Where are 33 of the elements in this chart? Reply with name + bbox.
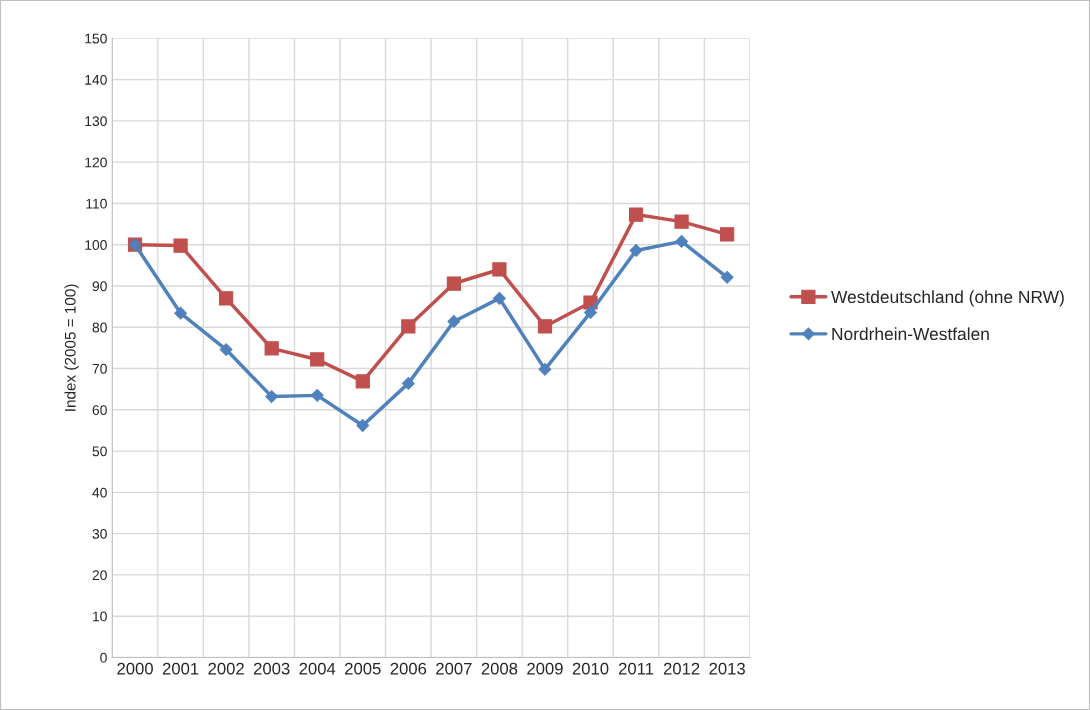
y-tick-label: 110 bbox=[86, 198, 107, 209]
y-tick-label: 30 bbox=[92, 528, 107, 539]
y-tick-label: 50 bbox=[92, 446, 107, 457]
x-tick-label: 2000 bbox=[117, 662, 153, 675]
y-axis-title: Index (2005 = 100) bbox=[64, 284, 79, 411]
y-tick-label: 120 bbox=[85, 157, 107, 168]
y-tick-label: 90 bbox=[92, 281, 107, 292]
x-tick-label: 2002 bbox=[208, 662, 244, 675]
y-tick-label: 0 bbox=[100, 652, 107, 663]
x-tick-label: 2003 bbox=[253, 662, 290, 675]
x-tick-label: 2008 bbox=[481, 662, 518, 675]
y-tick-label: 10 bbox=[93, 611, 107, 622]
x-tick-label: 2007 bbox=[436, 662, 472, 675]
y-tick-label: 80 bbox=[92, 322, 107, 333]
legend-label: Nordrhein-Westfalen bbox=[832, 327, 989, 341]
y-tick-label: 150 bbox=[85, 33, 107, 44]
y-tick-label: 100 bbox=[85, 240, 107, 250]
x-tick-label: 2010 bbox=[572, 662, 609, 675]
x-tick-label: 2012 bbox=[663, 662, 700, 675]
x-tick-label: 2013 bbox=[709, 662, 745, 675]
y-tick-label: 70 bbox=[92, 363, 107, 374]
y-tick-label: 40 bbox=[92, 487, 107, 498]
x-tick-label: 2006 bbox=[390, 662, 427, 675]
x-tick-label: 2001 bbox=[162, 662, 199, 675]
y-tick-label: 140 bbox=[85, 74, 107, 85]
y-tick-label: 60 bbox=[92, 405, 107, 415]
x-tick-label: 2009 bbox=[527, 662, 563, 675]
x-tick-label: 2004 bbox=[299, 662, 336, 675]
y-tick-label: 130 bbox=[85, 116, 107, 127]
x-tick-label: 2011 bbox=[618, 662, 654, 675]
y-tick-label: 20 bbox=[92, 570, 107, 581]
x-tick-label: 2005 bbox=[345, 662, 381, 675]
legend-label: Westdeutschland (ohne NRW) bbox=[831, 290, 1064, 307]
